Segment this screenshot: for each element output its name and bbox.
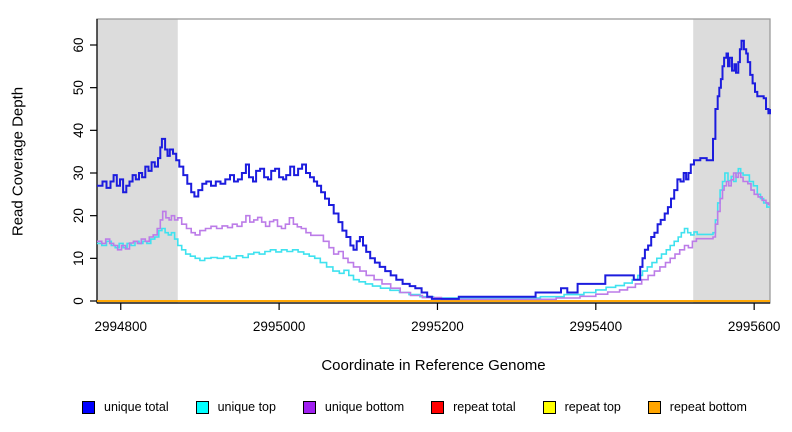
legend-label: repeat total xyxy=(453,400,516,414)
legend: unique total unique top unique bottom repea… xyxy=(82,399,747,415)
y-tick-label: 20 xyxy=(71,208,86,223)
legend-label: unique total xyxy=(104,400,169,414)
legend-item: repeat bottom xyxy=(647,400,747,414)
series-line-unique-total xyxy=(97,39,771,300)
legend-label: unique bottom xyxy=(324,400,405,414)
x-tick-label: 2994800 xyxy=(94,319,147,334)
legend-label: repeat top xyxy=(564,400,621,414)
chart-svg: 0 10 20 30 40 50 60 2994800 2995000 2995200 299540… xyxy=(71,18,781,334)
x-tick-label: 2995200 xyxy=(411,319,464,334)
y-tick-label: 10 xyxy=(71,251,86,266)
series-line-unique-bottom xyxy=(97,172,770,301)
x-tick-label: 2995000 xyxy=(253,319,306,334)
legend-item: unique bottom xyxy=(302,400,405,414)
x-tick-label: 2995600 xyxy=(728,319,781,334)
legend-item: repeat top xyxy=(542,400,621,414)
y-tick-label: 30 xyxy=(71,165,86,180)
legend-swatch-icon xyxy=(542,400,556,414)
legend-item: unique top xyxy=(195,400,276,414)
legend-item: repeat total xyxy=(431,400,516,414)
plot-box xyxy=(96,18,771,304)
legend-swatch-icon xyxy=(195,400,209,414)
legend-swatch-icon xyxy=(647,400,661,414)
legend-item: unique total xyxy=(82,400,169,414)
series-line-unique-top xyxy=(97,167,770,299)
x-axis-title: Coordinate in Reference Genome xyxy=(321,357,546,374)
legend-label: unique top xyxy=(217,400,276,414)
legend-swatch-icon xyxy=(302,400,316,414)
legend-swatch-icon xyxy=(82,400,95,414)
legend-swatch-icon xyxy=(431,400,445,414)
y-tick-label: 60 xyxy=(71,37,86,52)
y-tick-label: 0 xyxy=(71,297,86,305)
repeat-region-highlight xyxy=(97,19,178,303)
y-axis-title: Read Coverage Depth xyxy=(9,86,27,237)
y-tick-label: 40 xyxy=(71,123,86,138)
x-tick-label: 2995400 xyxy=(570,319,623,334)
y-tick-label: 50 xyxy=(71,80,86,95)
legend-label: repeat bottom xyxy=(669,400,747,414)
